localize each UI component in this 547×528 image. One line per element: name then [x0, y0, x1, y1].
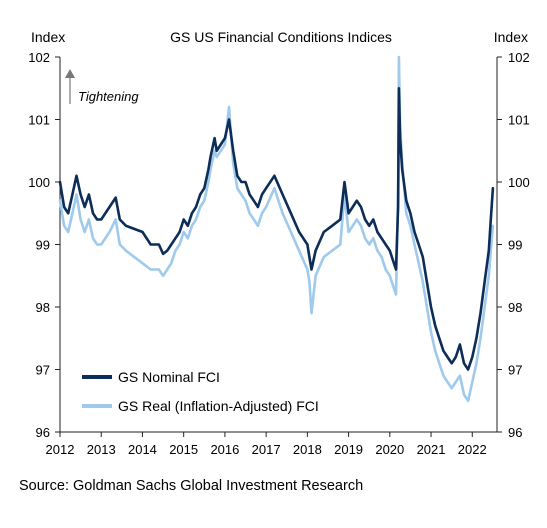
y-tick-label-right-100: 100: [508, 175, 530, 190]
x-tick-label-2015: 2015: [169, 442, 198, 457]
x-tick-label-2020: 2020: [375, 442, 404, 457]
series-line-real-fci: [58, 55, 495, 403]
y-tick-label-right-99: 99: [508, 238, 522, 253]
legend-label-nominal: GS Nominal FCI: [118, 369, 220, 385]
series-layer: [58, 55, 495, 403]
x-tick-label-2022: 2022: [458, 442, 487, 457]
x-tick-label-2012: 2012: [46, 442, 75, 457]
y-tick-label-left-100: 100: [28, 175, 50, 190]
legend-item-nominal: GS Nominal FCI: [82, 369, 220, 385]
chart-title: GS US Financial Conditions Indices: [170, 29, 392, 45]
y-tick-label-left-102: 102: [28, 50, 50, 65]
y-tick-label-right-102: 102: [508, 50, 530, 65]
y-axis-label-left: Index: [31, 29, 65, 45]
x-tick-label-2016: 2016: [210, 442, 239, 457]
y-axis-label-right: Index: [494, 29, 528, 45]
legend-item-real: GS Real (Inflation-Adjusted) FCI: [82, 398, 319, 414]
tightening-annotation: Tightening: [65, 69, 139, 104]
y-tick-label-right-97: 97: [508, 363, 522, 378]
y-tick-label-left-99: 99: [36, 238, 50, 253]
x-tick-label-2018: 2018: [293, 442, 322, 457]
y-tick-label-left-101: 101: [28, 113, 50, 128]
x-tick-label-2013: 2013: [87, 442, 116, 457]
y-tick-label-right-96: 96: [508, 425, 522, 440]
y-tick-label-right-98: 98: [508, 300, 522, 315]
tightening-label: Tightening: [78, 89, 139, 104]
y-tick-label-left-98: 98: [36, 300, 50, 315]
x-tick-label-2014: 2014: [128, 442, 157, 457]
x-axis: 2012 2013 2014 2015 2016 2017 2018 2019 2020 2021…: [46, 432, 487, 457]
y-axis-right: 96 97 98 99 100 101 102: [497, 50, 530, 440]
y-tick-label-left-96: 96: [36, 425, 50, 440]
tightening-arrow-head: [65, 69, 75, 78]
y-tick-label-right-101: 101: [508, 113, 530, 128]
series-line-nominal-fci: [58, 87, 495, 371]
x-tick-label-2017: 2017: [252, 442, 281, 457]
x-tick-label-2019: 2019: [334, 442, 363, 457]
source-note: Source: Goldman Sachs Global Investment …: [19, 478, 363, 494]
legend-label-real: GS Real (Inflation-Adjusted) FCI: [118, 398, 319, 414]
x-tick-label-2021: 2021: [417, 442, 446, 457]
legend: GS Nominal FCI GS Real (Inflation-Adjust…: [82, 369, 319, 414]
y-axis-left: 96 97 98 99 100 101 102: [28, 50, 60, 440]
y-tick-label-left-97: 97: [36, 363, 50, 378]
